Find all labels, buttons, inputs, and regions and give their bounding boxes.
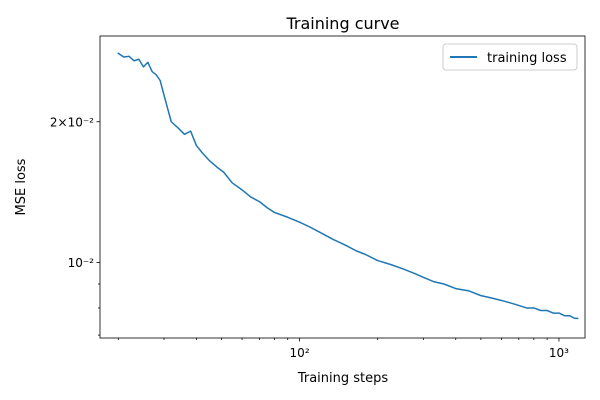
- plot-area-frame: [99, 35, 586, 339]
- series-layer: [117, 52, 579, 320]
- legend-box: [442, 43, 578, 71]
- x-axis-label: Training steps: [297, 371, 389, 386]
- y-tick-label-1: 2×10⁻²: [50, 115, 94, 129]
- x-tick-label-1: 10³: [549, 346, 569, 360]
- y-axis-label: MSE loss: [14, 158, 29, 215]
- legend: training loss: [442, 43, 578, 71]
- legend-label-training-loss: training loss: [487, 51, 567, 66]
- x-tick-label-0: 10²: [290, 346, 310, 360]
- chart-title: Training curve: [285, 14, 399, 33]
- series-line-0: [117, 52, 579, 320]
- y-tick-label-0: 10⁻²: [68, 256, 95, 270]
- ticks-layer: 10² 10³ 10⁻² 2×10⁻²: [50, 115, 569, 360]
